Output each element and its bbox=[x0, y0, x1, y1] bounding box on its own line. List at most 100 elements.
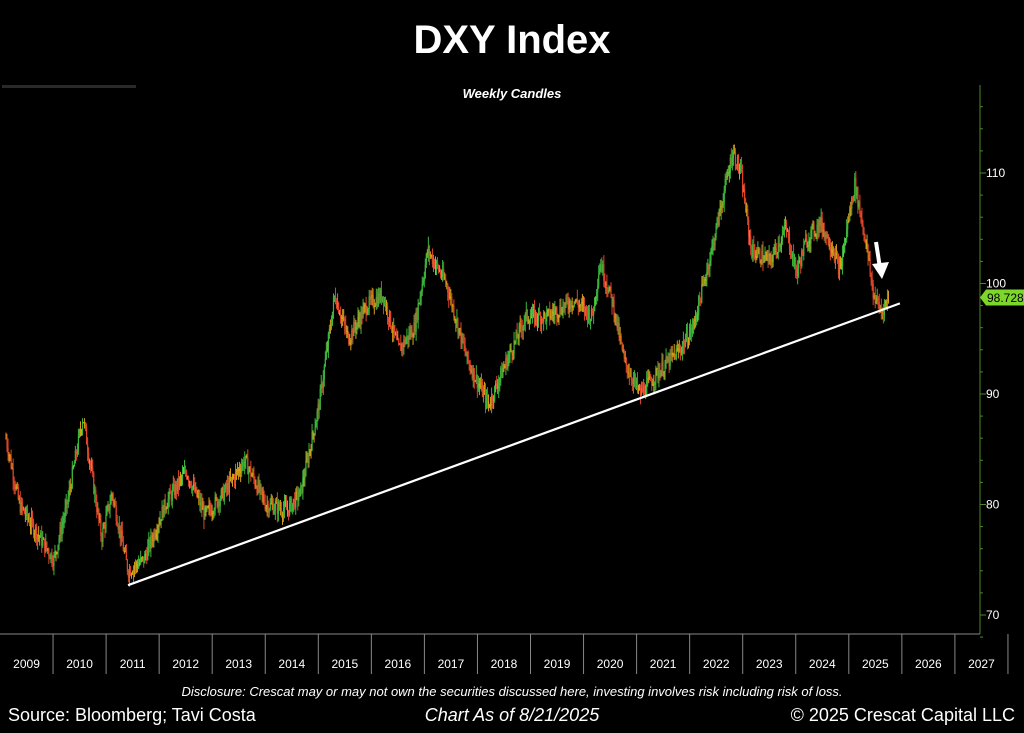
candle-body bbox=[536, 319, 539, 322]
candle-body bbox=[209, 505, 211, 510]
candle-body bbox=[204, 508, 206, 520]
candle-body bbox=[718, 209, 720, 226]
candle-body bbox=[862, 224, 864, 228]
candle-body bbox=[222, 487, 224, 501]
candle-body bbox=[654, 381, 656, 385]
candle-body bbox=[830, 249, 832, 252]
candle-body bbox=[469, 364, 471, 370]
candle-body bbox=[38, 534, 40, 537]
candle-body bbox=[620, 336, 622, 343]
candle-body bbox=[813, 224, 815, 235]
candle-body bbox=[885, 301, 888, 303]
candle-body bbox=[843, 238, 846, 253]
candle-body bbox=[860, 212, 862, 218]
candle-body bbox=[144, 554, 146, 564]
candle-body bbox=[422, 280, 424, 284]
candle-body bbox=[350, 340, 352, 343]
candle-body bbox=[17, 486, 19, 499]
candle-body bbox=[517, 338, 519, 340]
candle-body bbox=[124, 550, 126, 552]
candle-body bbox=[514, 340, 516, 342]
candle-body bbox=[658, 372, 660, 378]
candle-body bbox=[690, 327, 693, 333]
candle-body bbox=[803, 244, 805, 256]
candle-body bbox=[212, 512, 214, 514]
candle-body bbox=[578, 305, 580, 308]
candle-body bbox=[557, 316, 559, 318]
candle-body bbox=[75, 450, 77, 455]
candle-body bbox=[804, 241, 806, 245]
candle-body bbox=[453, 305, 455, 318]
candle-body bbox=[169, 491, 171, 494]
candle-body bbox=[201, 501, 203, 510]
candle-body bbox=[689, 327, 692, 334]
candle-body bbox=[218, 501, 220, 507]
legend-bar bbox=[2, 85, 136, 88]
candle-body bbox=[210, 509, 212, 515]
candle-body bbox=[740, 166, 743, 172]
candle-body bbox=[173, 484, 175, 496]
candle-body bbox=[381, 296, 384, 301]
candle-body bbox=[92, 467, 94, 474]
candle-body bbox=[488, 404, 491, 407]
candle-body bbox=[810, 230, 812, 244]
candle-body bbox=[335, 301, 338, 308]
candle-body bbox=[429, 255, 431, 257]
candle-body bbox=[548, 309, 550, 311]
candle-body bbox=[193, 483, 195, 487]
candle-body bbox=[266, 504, 268, 507]
candle-body bbox=[770, 256, 772, 261]
last-value-label: 98.728 bbox=[987, 291, 1024, 305]
candle-body bbox=[802, 250, 804, 256]
x-tick-label: 2022 bbox=[703, 657, 730, 671]
candle-body bbox=[188, 478, 190, 482]
candle-body bbox=[296, 491, 298, 493]
candle-body bbox=[446, 283, 448, 285]
candle-body bbox=[539, 314, 542, 325]
x-tick-label: 2027 bbox=[968, 657, 995, 671]
candle-body bbox=[105, 515, 107, 529]
candle-body bbox=[701, 284, 703, 303]
candle-body bbox=[143, 556, 145, 564]
candle-body bbox=[293, 498, 295, 503]
candle-body bbox=[549, 309, 551, 319]
candle-body bbox=[648, 377, 650, 379]
candle-body bbox=[628, 373, 630, 377]
candle-body bbox=[597, 285, 599, 292]
candle-body bbox=[454, 317, 456, 321]
candle-body bbox=[886, 299, 889, 303]
candle-body bbox=[606, 284, 608, 290]
candle-body bbox=[211, 512, 213, 515]
candle-body bbox=[473, 368, 475, 382]
candle-body bbox=[480, 383, 483, 388]
candle-body bbox=[220, 490, 222, 500]
candle-body bbox=[523, 322, 525, 327]
candle-body bbox=[340, 314, 342, 319]
candle-body bbox=[370, 295, 372, 300]
candle-body bbox=[729, 157, 731, 174]
candle-body bbox=[596, 291, 598, 299]
candle-body bbox=[821, 217, 823, 232]
candle-body bbox=[857, 187, 859, 208]
candle-body bbox=[691, 327, 694, 333]
candle-body bbox=[77, 434, 80, 451]
candle-body bbox=[869, 259, 871, 274]
candle-body bbox=[751, 247, 753, 258]
candle-body bbox=[53, 555, 55, 567]
candle-body bbox=[463, 342, 465, 346]
candle-body bbox=[624, 357, 626, 359]
candle-body bbox=[441, 275, 443, 277]
candle-body bbox=[12, 467, 14, 481]
candle-body bbox=[470, 369, 472, 372]
candle-body bbox=[284, 502, 287, 505]
candle-body bbox=[722, 202, 724, 206]
candle-body bbox=[834, 253, 837, 261]
candle-body bbox=[575, 299, 577, 302]
candle-body bbox=[581, 302, 584, 304]
candle-body bbox=[387, 317, 390, 322]
candle-body bbox=[582, 303, 585, 305]
candle-body bbox=[660, 370, 662, 378]
candle-body bbox=[835, 253, 838, 255]
candle-body bbox=[433, 260, 436, 268]
candle-body bbox=[456, 318, 458, 323]
